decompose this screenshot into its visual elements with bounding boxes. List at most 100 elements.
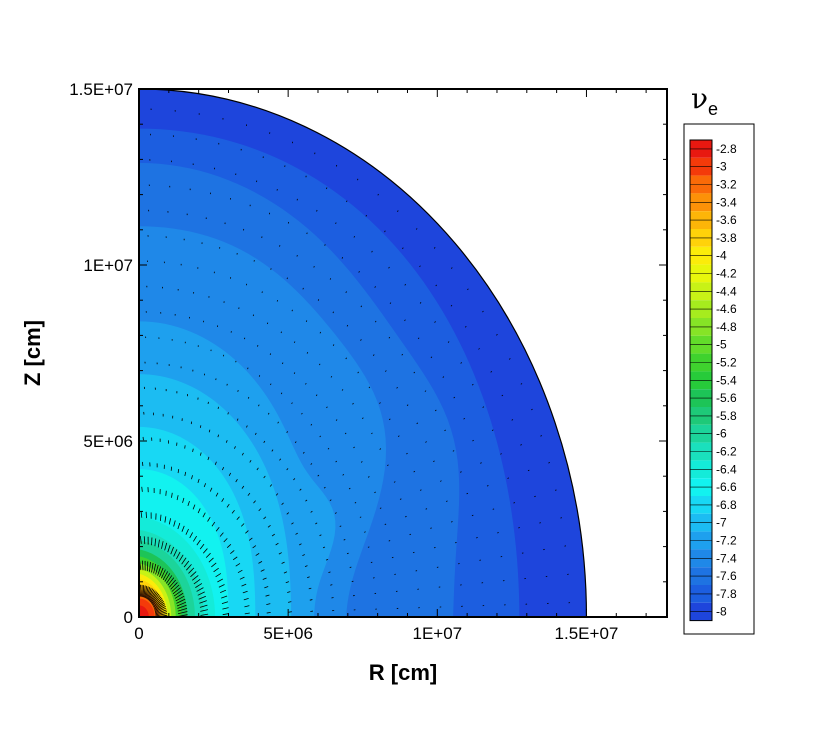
velocity-arrow [205, 552, 211, 558]
velocity-arrow [267, 524, 271, 528]
velocity-arrow [331, 597, 334, 599]
velocity-arrow [511, 419, 514, 421]
velocity-arrow [334, 512, 337, 514]
velocity-arrow [209, 487, 213, 492]
velocity-arrow [191, 575, 199, 581]
velocity-arrow [365, 214, 367, 217]
velocity-arrow [241, 452, 244, 456]
legend-label: -2.8 [716, 142, 737, 156]
velocity-arrow [433, 247, 436, 249]
velocity-arrow [151, 593, 160, 604]
velocity-arrow [412, 551, 415, 554]
velocity-arrow [164, 573, 171, 582]
velocity-arrow [211, 562, 217, 568]
velocity-arrow [329, 499, 332, 502]
velocity-arrow [221, 601, 229, 604]
velocity-arrow [305, 320, 308, 322]
velocity-arrow [388, 418, 391, 421]
velocity-arrow [360, 461, 363, 463]
velocity-arrow [329, 278, 332, 280]
velocity-arrow [348, 487, 351, 490]
velocity-arrow [317, 299, 320, 301]
velocity-arrow [301, 412, 303, 415]
velocity-arrow [435, 284, 437, 287]
legend-label: -5.4 [716, 373, 737, 387]
velocity-arrow [354, 501, 357, 504]
velocity-arrow [548, 462, 550, 464]
velocity-arrow [508, 358, 511, 360]
y-tick-labels: 0 5E+06 1E+07 1.5E+07 [69, 80, 133, 627]
velocity-arrow [270, 383, 272, 386]
velocity-arrow [339, 525, 342, 528]
velocity-arrow [425, 441, 427, 443]
contour-bands [139, 89, 587, 617]
legend-label: -5.6 [716, 391, 737, 405]
velocity-arrow [151, 595, 161, 605]
y-tick-label: 0 [124, 608, 133, 627]
velocity-arrow [345, 291, 347, 294]
velocity-arrow [293, 478, 296, 481]
velocity-arrow [345, 357, 347, 360]
y-tick-label: 1E+07 [83, 256, 133, 275]
velocity-arrow [244, 605, 250, 608]
velocity-arrow [335, 222, 337, 225]
velocity-arrow [193, 535, 197, 542]
velocity-arrow [181, 525, 185, 532]
velocity-arrow [197, 508, 201, 514]
velocity-arrow [145, 586, 149, 599]
velocity-arrow [232, 556, 238, 561]
legend-label: -4.6 [716, 302, 737, 316]
velocity-arrow [146, 587, 152, 600]
velocity-arrow [318, 363, 321, 366]
legend-label: -5 [716, 338, 727, 352]
velocity-arrow [478, 348, 480, 350]
axis-ticks [138, 88, 667, 618]
legend-label: -7.8 [716, 587, 737, 601]
velocity-arrow [152, 598, 163, 607]
velocity-arrow [221, 466, 225, 471]
velocity-arrow [199, 604, 208, 608]
velocity-arrow [242, 590, 248, 594]
velocity-arrow [293, 372, 296, 375]
velocity-arrow [361, 417, 364, 420]
velocity-arrow [554, 489, 557, 491]
velocity-arrow [444, 429, 446, 432]
velocity-arrow [197, 478, 200, 484]
velocity-arrow [187, 500, 190, 506]
velocity-arrow [176, 495, 179, 501]
velocity-arrow [419, 265, 421, 268]
velocity-arrow [405, 515, 407, 518]
velocity-arrow [154, 607, 167, 614]
velocity-arrow [287, 591, 291, 593]
velocity-arrow [176, 551, 181, 560]
velocity-arrow [344, 432, 347, 435]
velocity-arrow [539, 522, 541, 524]
velocity-arrow [325, 558, 329, 561]
velocity-arrow [164, 542, 168, 551]
velocity-arrow [404, 283, 406, 286]
velocity-arrow [160, 569, 166, 579]
velocity-arrow [258, 561, 263, 564]
velocity-arrow [372, 354, 375, 356]
velocity-arrow [155, 611, 168, 616]
velocity-arrow [308, 587, 312, 590]
velocity-arrow [228, 472, 232, 477]
velocity-arrow [387, 464, 389, 467]
velocity-arrow [148, 589, 155, 601]
velocity-arrow [265, 594, 270, 597]
velocity-arrow [173, 590, 183, 597]
velocity-arrow [323, 486, 326, 489]
velocity-arrow [359, 516, 362, 518]
velocity-arrow [322, 546, 326, 549]
velocity-arrow [200, 613, 209, 616]
velocity-arrow [177, 611, 188, 615]
velocity-arrow [370, 561, 373, 564]
velocity-arrow [170, 546, 175, 555]
velocity-arrow [207, 456, 210, 461]
velocity-arrow [388, 336, 391, 339]
velocity-arrow [293, 341, 296, 344]
velocity-arrow [269, 484, 273, 487]
velocity-arrow [332, 344, 335, 346]
velocity-arrow [154, 602, 165, 610]
velocity-arrow [434, 409, 437, 412]
